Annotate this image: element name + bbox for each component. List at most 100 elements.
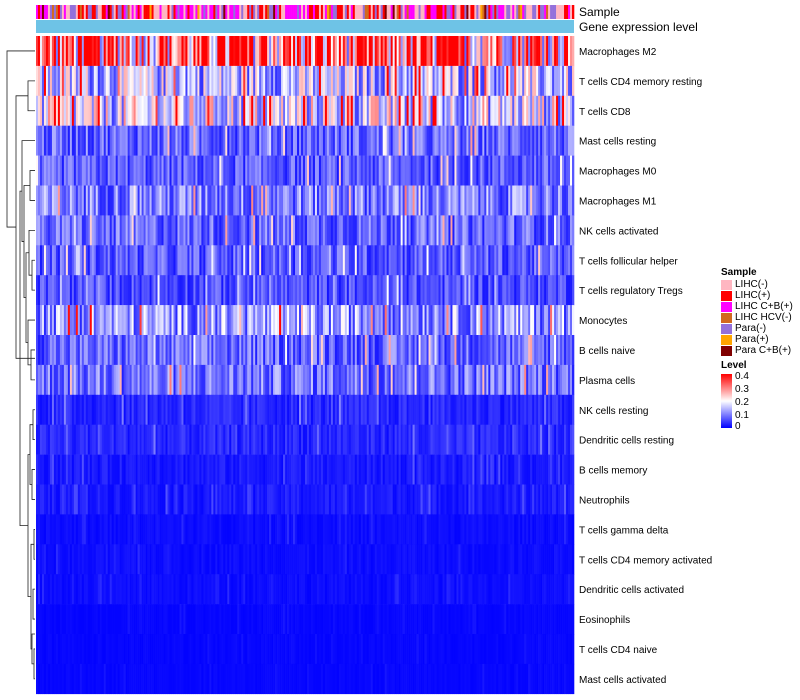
heatmap-cell xyxy=(374,484,378,515)
heatmap-cell xyxy=(390,424,393,455)
heatmap-cell xyxy=(500,335,503,366)
sample-annotation-cell xyxy=(560,5,563,19)
heatmap-row xyxy=(36,364,575,396)
heatmap-cell xyxy=(105,544,109,575)
heatmap-cell xyxy=(203,95,206,126)
heatmap-cell xyxy=(55,454,59,485)
heatmap-cell xyxy=(295,484,298,515)
heatmap-cell xyxy=(450,155,453,186)
heatmap-cell xyxy=(468,125,471,156)
heatmap-cell xyxy=(382,245,386,276)
heatmap-cell xyxy=(75,95,79,126)
heatmap-cell xyxy=(348,364,352,396)
heatmap-cell xyxy=(171,95,174,126)
heatmap-cell xyxy=(45,215,49,246)
heatmap-cell xyxy=(396,215,399,246)
heatmap-cell xyxy=(281,245,284,276)
heatmap-cell xyxy=(57,245,61,276)
heatmap-cell xyxy=(223,454,226,485)
heatmap-cell xyxy=(552,245,555,276)
heatmap-cell xyxy=(384,454,387,485)
heatmap-cell xyxy=(414,394,417,425)
heatmap-cell xyxy=(448,65,451,97)
heatmap-cell xyxy=(408,394,411,425)
heatmap-cell xyxy=(384,65,387,97)
heatmap-cell xyxy=(223,275,226,306)
heatmap-cell xyxy=(39,394,43,425)
heatmap-cell xyxy=(227,335,230,366)
heatmap-cell xyxy=(61,215,65,246)
heatmap-cell xyxy=(462,305,465,336)
heatmap-cell xyxy=(91,335,95,366)
heatmap-cell xyxy=(51,364,55,396)
heatmap-cell xyxy=(37,245,41,276)
heatmap-cell xyxy=(508,394,511,425)
heatmap-cell xyxy=(59,364,63,396)
heatmap-cell xyxy=(528,36,531,67)
heatmap-cell xyxy=(211,155,214,186)
heatmap-cell xyxy=(77,245,81,276)
heatmap-cell xyxy=(388,364,391,396)
sample-annotation-cell xyxy=(293,5,296,19)
heatmap-cell xyxy=(229,125,232,156)
heatmap-cell xyxy=(233,95,236,126)
heatmap-cell xyxy=(167,36,170,67)
sample-annotation-cell xyxy=(510,5,513,19)
heatmap-cell xyxy=(135,125,138,156)
heatmap-cell xyxy=(312,36,316,67)
heatmap-cell xyxy=(554,335,557,366)
heatmap-cell xyxy=(386,484,389,515)
sample-annotation-cell xyxy=(410,5,413,19)
heatmap-cell xyxy=(75,364,79,396)
heatmap-cell xyxy=(259,245,262,276)
heatmap-cell xyxy=(446,125,449,156)
sample-annotation-cell xyxy=(492,5,495,19)
heatmap-cell xyxy=(213,65,216,97)
heatmap-cell xyxy=(181,125,184,156)
heatmap-cell xyxy=(43,484,47,515)
heatmap-cell xyxy=(145,185,148,216)
heatmap-cell xyxy=(39,245,43,276)
heatmap-cell xyxy=(414,424,417,455)
heatmap-cell xyxy=(472,275,475,306)
heatmap-cell xyxy=(362,95,366,126)
heatmap-cell xyxy=(484,185,487,216)
heatmap-cell xyxy=(490,275,493,306)
heatmap-cell xyxy=(201,275,204,306)
heatmap-cell xyxy=(374,125,378,156)
sample-annotation-cell xyxy=(251,5,254,19)
heatmap-cell xyxy=(314,245,318,276)
heatmap-cell xyxy=(432,335,435,366)
heatmap-cell xyxy=(424,95,427,126)
heatmap-cell xyxy=(538,335,541,366)
heatmap-cell xyxy=(518,36,521,67)
heatmap-cell xyxy=(572,484,575,515)
heatmap-cell xyxy=(548,95,551,126)
heatmap-cell xyxy=(482,454,485,485)
heatmap-cell xyxy=(219,514,222,545)
heatmap-cell xyxy=(412,65,415,97)
heatmap-cell xyxy=(310,364,314,396)
heatmap-cell xyxy=(281,394,284,425)
heatmap-cell xyxy=(518,125,521,156)
heatmap-cell xyxy=(79,36,83,67)
heatmap-cell xyxy=(546,155,549,186)
heatmap-cell xyxy=(368,125,372,156)
heatmap-cell xyxy=(478,65,481,97)
heatmap-cell xyxy=(283,275,286,306)
heatmap-cell xyxy=(249,36,252,67)
heatmap-cell xyxy=(492,95,495,126)
heatmap-cell xyxy=(548,454,551,485)
heatmap-cell xyxy=(400,215,403,246)
heatmap-cell xyxy=(464,155,467,186)
heatmap-cell xyxy=(99,364,103,396)
heatmap-cell xyxy=(326,36,330,67)
heatmap-cell xyxy=(261,454,264,485)
heatmap-cell xyxy=(438,65,441,97)
heatmap-cell xyxy=(135,484,138,515)
heatmap-cell xyxy=(436,335,439,366)
heatmap-cell xyxy=(420,275,423,306)
heatmap-cell xyxy=(472,95,475,126)
heatmap-cell xyxy=(181,335,184,366)
heatmap-cell xyxy=(562,484,565,515)
